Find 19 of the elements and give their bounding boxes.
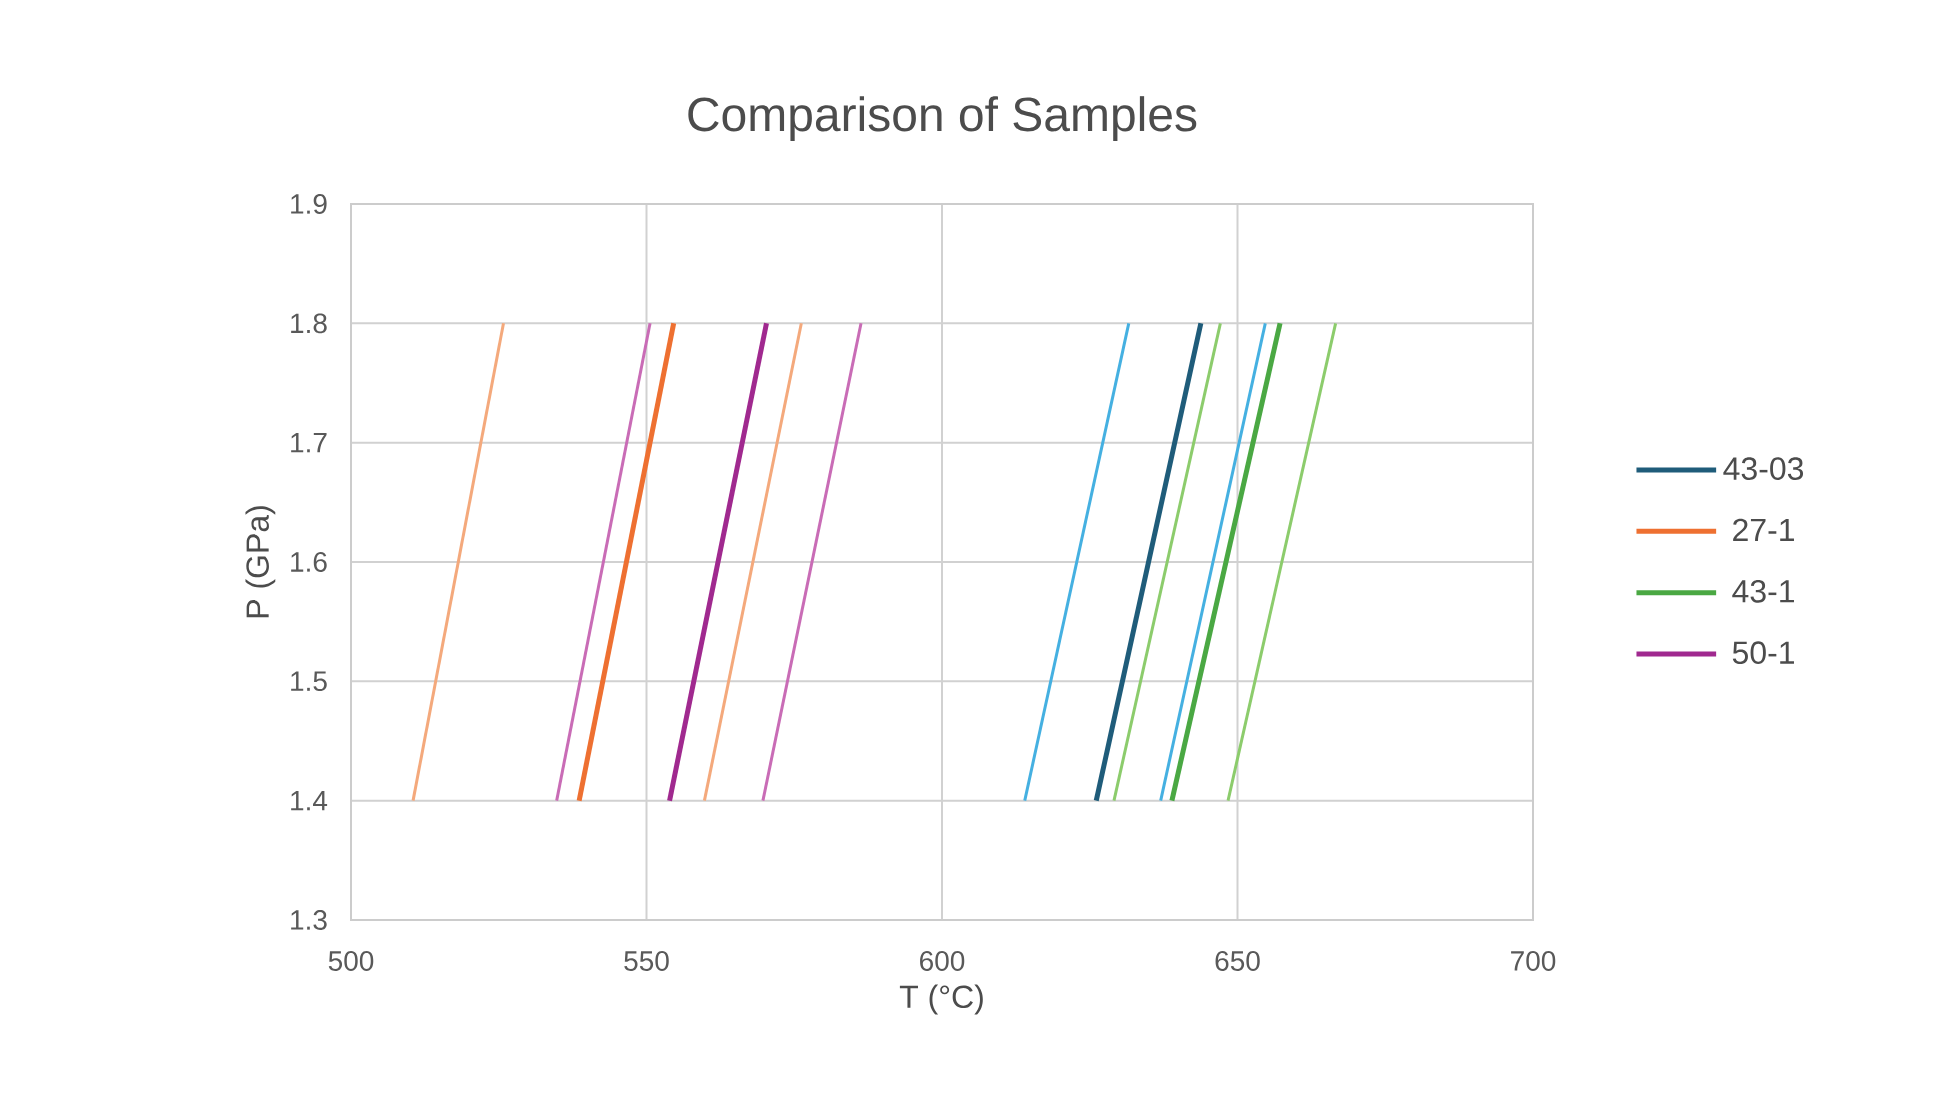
- x-tick-label: 700: [1511, 951, 1556, 971]
- y-tick-label: 1.3: [291, 910, 327, 930]
- y-axis-title: P (GPa): [245, 506, 276, 618]
- legend-label: 43-1: [1732, 580, 1794, 603]
- y-tick-label: 1.4: [291, 791, 328, 811]
- y-tick-label: 1.9: [291, 194, 327, 214]
- x-axis-title: T (°C): [899, 984, 983, 1015]
- legend-label: 27-1: [1733, 518, 1794, 541]
- legend-label: 50-1: [1732, 641, 1794, 664]
- legend-label: 43-03: [1723, 457, 1804, 480]
- y-tick-label: 1.7: [291, 433, 327, 453]
- x-tick-label: 550: [624, 951, 669, 971]
- y-tick-label: 1.6: [291, 552, 327, 572]
- x-tick-label: 600: [920, 951, 965, 971]
- chart-title: Comparison of Samples: [688, 96, 1197, 141]
- y-tick-label: 1.8: [291, 313, 327, 334]
- x-tick-label: 650: [1215, 951, 1260, 971]
- x-tick-label: 500: [328, 951, 374, 971]
- y-tick-label: 1.5: [291, 671, 327, 692]
